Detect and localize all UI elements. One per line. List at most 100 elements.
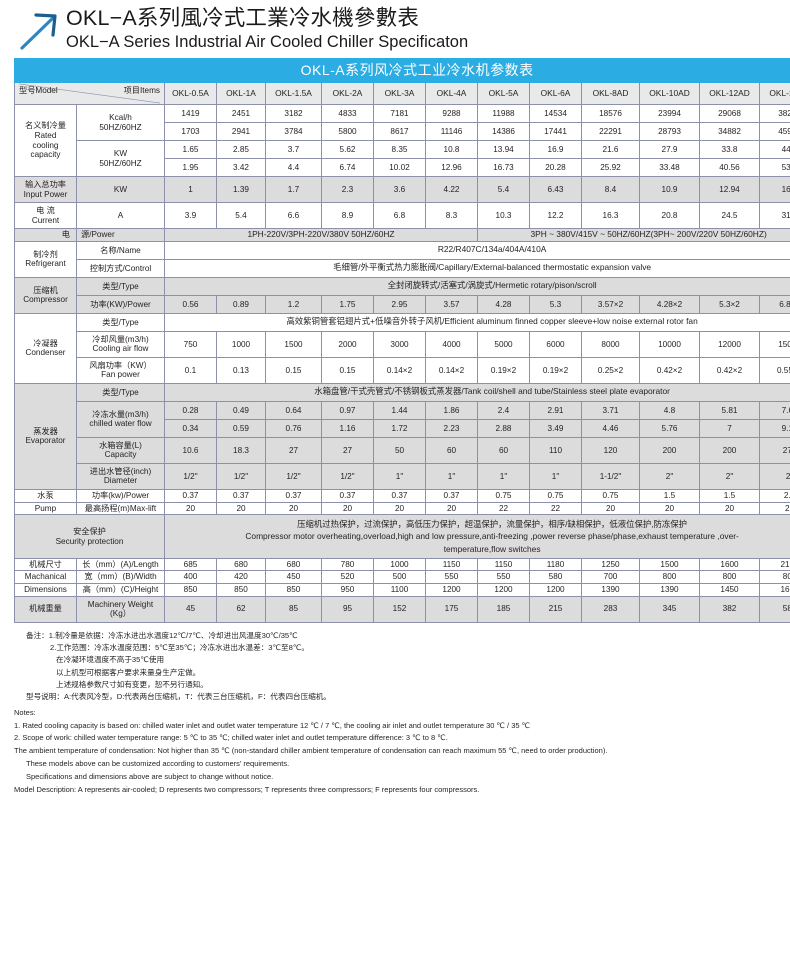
power-supply-value-left: 1PH-220V/3PH-220V/380V 50HZ/60HZ — [164, 228, 478, 242]
cell: 12.94 — [699, 176, 760, 203]
cell: 175 — [425, 595, 478, 623]
corner-items-label: 项目Items — [123, 86, 160, 95]
cell: 4000 — [425, 330, 478, 358]
section-label-pump-en: Pump — [14, 501, 77, 516]
note-en-5: Specifications and dimensions above are … — [26, 772, 274, 782]
unit-kcal: Kcal/h 50HZ/60HZ — [76, 104, 165, 141]
note-en-3: The ambient temperature of condensation:… — [14, 746, 608, 756]
notes-chinese: 备注：1.制冷量是依据：冷冻水进出水温度12℃/7℃、冷却进出风温度30℃/35… — [0, 623, 790, 704]
cell: 0.97 — [321, 400, 374, 420]
cell: 1/2" — [164, 462, 217, 490]
model-header-3: OKL-2A — [321, 82, 374, 105]
unit-current: A — [76, 202, 165, 229]
note-cn-6: 型号说明：A:代表风冷型，D:代表两台压缩机，T：代表三台压缩机，F：代表四台压… — [26, 692, 332, 702]
cell: 10.8 — [425, 140, 478, 159]
label-en: Cooling air flow — [92, 344, 149, 354]
section-label-input-power: 输入总功率 Input Power — [14, 176, 77, 203]
cell: 1500 — [639, 557, 700, 572]
corner-header: 型号Model 项目Items — [14, 82, 165, 105]
section-label-dimensions-cn: 机械尺寸 — [14, 557, 77, 572]
unit-kw-text: KW — [113, 148, 128, 158]
cell: 700 — [581, 570, 640, 585]
cell: 420 — [216, 570, 266, 585]
label-cn: 压缩机 — [33, 285, 58, 295]
cell: 6.8 — [373, 202, 426, 229]
note-cn-1: 备注：1.制冷量是依据：冷冻水进出水温度12℃/7℃、冷却进出风温度30℃/35… — [26, 630, 298, 640]
cell: 20 — [425, 501, 478, 516]
note-cn-5: 上述规格参数尺寸如有变更，恕不另行通知。 — [56, 680, 208, 690]
row-power-supply: 电 源/Power 1PH-220V/3PH-220V/380V 50HZ/60… — [14, 228, 790, 242]
cell: 0.1 — [164, 356, 217, 384]
cell: 0.56 — [164, 294, 217, 314]
model-header-7: OKL-6A — [529, 82, 582, 105]
cell: 0.37 — [265, 488, 322, 503]
cell: 15000 — [758, 330, 790, 358]
cell: 2941 — [216, 122, 266, 141]
note-cn-4: 以上机型可根据客户要求来量身生产定做。 — [56, 667, 201, 677]
cell: 5.76 — [639, 418, 700, 438]
cell: 270 — [758, 436, 790, 464]
note-cn-2: 2.工作范围：冷冻水温度范围：5℃至35℃；冷冻水进出水温差：3℃至8℃。 — [50, 643, 309, 653]
unit-kcal-text: Kcal/h — [109, 112, 132, 122]
label-cn: 输入总功率 — [25, 179, 66, 189]
cell: 10.3 — [477, 202, 530, 229]
cell: 21.6 — [581, 140, 640, 159]
cell: 18576 — [581, 104, 640, 123]
refrigerant-control-label: 控制方式/Control — [76, 258, 165, 278]
evaporator-type-label: 类型/Type — [76, 382, 165, 402]
cell: 25.92 — [581, 158, 640, 177]
cell: 12.96 — [425, 158, 478, 177]
cell: 750 — [164, 330, 217, 358]
cell: 1.16 — [321, 418, 374, 438]
cell: 0.25×2 — [581, 356, 640, 384]
cell: 62 — [216, 595, 266, 623]
cell: 0.15 — [265, 356, 322, 384]
cell: 8.3 — [425, 202, 478, 229]
cell: 550 — [425, 570, 478, 585]
cell: 850 — [216, 583, 266, 597]
cell: 27.9 — [639, 140, 700, 159]
cell: 4.8 — [639, 400, 700, 420]
row-evaporator-diameter: 进出水管径(inch) Diameter 1/2" 1/2" 1/2" 1/2"… — [15, 462, 790, 490]
cell: 20 — [373, 501, 426, 516]
cell: 5.81 — [699, 400, 760, 420]
page-title-cn: OKL−A系列風冷式工業冷水機參數表 — [66, 6, 420, 30]
cell: 382 — [699, 595, 760, 623]
section-label-current: 电 流 Current — [14, 202, 77, 229]
cell: 5800 — [321, 122, 374, 141]
security-line-en-1: Compressor motor overheating,overload,hi… — [245, 531, 739, 542]
evaporator-diameter-label: 进出水管径(inch) Diameter — [76, 462, 165, 490]
cell: 1390 — [639, 583, 700, 597]
label-cn: 安全保护 — [73, 526, 106, 536]
label-cn: 进出水管径(inch) — [89, 466, 152, 476]
cell: 45924 — [758, 122, 790, 141]
cell: 13.94 — [477, 140, 530, 159]
cell: 6000 — [529, 330, 582, 358]
label-en: Capacity — [104, 450, 137, 460]
cell: 685 — [164, 557, 217, 572]
cell: 7.65 — [758, 400, 790, 420]
cell: 0.76 — [265, 418, 322, 438]
cell: 3182 — [265, 104, 322, 123]
cell: 2.88 — [477, 418, 530, 438]
cell: 345 — [639, 595, 700, 623]
table-header-row: 型号Model 项目Items OKL-0.5A OKL-1A OKL-1.5A… — [14, 82, 790, 105]
cell: 7 — [699, 418, 760, 438]
cell: 4.4 — [265, 158, 322, 177]
cell: 1250 — [581, 557, 640, 572]
row-dimensions-length: 机械尺寸 长（mm）(A)/Length 685 680 680 780 100… — [14, 557, 790, 572]
cell: 2" — [699, 462, 760, 490]
cell: 22 — [477, 501, 530, 516]
label-en: chilled water flow — [89, 419, 152, 429]
cell: 1150 — [425, 557, 478, 572]
cell: 1390 — [581, 583, 640, 597]
cell: 3.7 — [265, 140, 322, 159]
label-en-1: Rated — [34, 130, 57, 140]
label-en-1: Machinery Weight — [87, 599, 154, 609]
cell: 2.95 — [373, 294, 426, 314]
cell: 1000 — [216, 330, 266, 358]
cell: 1/2" — [321, 462, 374, 490]
cell: 9288 — [425, 104, 478, 123]
cell: 6.43 — [529, 176, 582, 203]
label-en: Evaporator — [25, 436, 66, 446]
